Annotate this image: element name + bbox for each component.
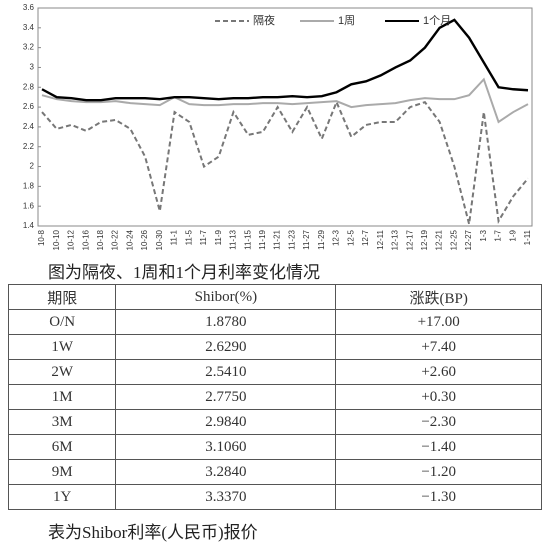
- table-cell: +7.40: [335, 334, 542, 360]
- x-tick-label: 11-9: [214, 229, 223, 245]
- chart-caption: 图为隔夜、1周和1个月利率变化情况: [48, 263, 320, 282]
- x-tick-label: 12-3: [332, 229, 341, 246]
- x-tick-label: 11-5: [184, 229, 193, 245]
- y-tick-label: 1.4: [23, 221, 35, 230]
- table-cell: O/N: [7, 309, 117, 335]
- table-row: 3M 2.9840 −2.30: [7, 409, 542, 435]
- table-cell: 3.1060: [115, 434, 337, 460]
- line-series: [41, 18, 529, 102]
- table-row: 9M 3.2840 −1.20: [7, 459, 542, 485]
- table-cell: 1.8780: [115, 309, 337, 335]
- table-cell: 1W: [7, 334, 117, 360]
- x-tick-label: 12-7: [361, 229, 370, 246]
- table-cell: −2.30: [335, 409, 542, 435]
- x-tick-label: 11-1: [170, 229, 179, 245]
- x-tick-label: 11-7: [199, 229, 208, 245]
- x-tick-label: 12-27: [464, 229, 473, 250]
- x-tick-label: 11-23: [287, 229, 296, 249]
- table-row: O/N 1.8780 +17.00: [7, 309, 542, 335]
- x-tick-label: 10-24: [125, 229, 134, 250]
- legend-label: 隔夜: [253, 13, 275, 27]
- x-tick-label: 11-21: [273, 229, 282, 249]
- y-tick-label: 2.2: [23, 142, 35, 151]
- header-cell: 涨跌(BP): [335, 284, 542, 310]
- x-tick-label: 1-9: [508, 229, 517, 241]
- table-cell: 2.6290: [115, 334, 337, 360]
- line-series: [41, 77, 529, 124]
- y-tick-label: 3.6: [23, 3, 35, 12]
- table-cell: +2.60: [335, 359, 542, 385]
- x-tick-label: 10-18: [96, 229, 105, 250]
- y-tick-label: 1.6: [23, 201, 35, 210]
- x-tick-label: 1-3: [479, 229, 488, 241]
- x-tick-label: 11-13: [229, 229, 238, 249]
- table-caption: 表为Shibor利率(人民币)报价: [48, 523, 258, 542]
- legend-label: 1周: [338, 14, 355, 27]
- x-tick-label: 10-16: [81, 229, 90, 250]
- x-tick-label: 10-8: [37, 229, 46, 246]
- table-cell: 1M: [7, 384, 117, 410]
- chart: 1.4 1.6 1.8 2 2.2 2.4 2.6 2.8 3 3.2 3.4 3.6 10-8 10-1…: [23, 3, 533, 250]
- x-tick-label: 12-21: [435, 229, 444, 250]
- table: 期限 Shibor(%) 涨跌(BP) O/N 1.8780 +17.00 1W 2.6290…: [7, 284, 542, 510]
- table-row: 1M 2.7750 +0.30: [7, 384, 542, 410]
- table-row: 2W 2.5410 +2.60: [7, 359, 542, 385]
- table-cell: 3.3370: [115, 484, 337, 510]
- table-cell: 3M: [7, 409, 117, 435]
- table-cell: −1.30: [335, 484, 542, 510]
- x-tick-label: 10-10: [52, 229, 61, 250]
- table-cell: +0.30: [335, 384, 542, 410]
- x-tick-label: 10-22: [111, 229, 120, 250]
- y-tick-label: 2.6: [23, 102, 35, 111]
- y-tick-label: 3.4: [23, 23, 35, 32]
- y-tick-label: 2.4: [23, 122, 35, 131]
- line-series: [41, 99, 529, 225]
- table-cell: +17.00: [335, 309, 542, 335]
- x-tick-label: 11-19: [258, 229, 267, 249]
- table-cell: 3.2840: [115, 459, 337, 485]
- table-row: 期限 Shibor(%) 涨跌(BP): [7, 284, 542, 310]
- y-tick-label: 2: [30, 162, 35, 171]
- table-row: 1W 2.6290 +7.40: [7, 334, 542, 360]
- table-cell: 2.9840: [115, 409, 337, 435]
- header-cell: 期限: [7, 284, 117, 310]
- x-tick-label: 1-7: [494, 229, 503, 241]
- x-tick-label: 11-27: [302, 229, 311, 249]
- y-tick-label: 3: [30, 63, 35, 72]
- table-cell: 6M: [7, 434, 117, 460]
- x-tick-label: 12-17: [405, 229, 414, 250]
- x-tick-label: 12-13: [391, 229, 400, 250]
- y-tick-label: 1.8: [23, 181, 35, 190]
- table-row: 6M 3.1060 −1.40: [7, 434, 542, 460]
- table-cell: 2.7750: [115, 384, 337, 410]
- x-tick-label: 12-19: [420, 229, 429, 250]
- x-tick-label: 1-11: [523, 229, 532, 245]
- table-cell: −1.20: [335, 459, 542, 485]
- x-tick-label: 10-12: [67, 229, 76, 250]
- table-cell: 1Y: [7, 484, 117, 510]
- table-cell: 2W: [7, 359, 117, 385]
- x-tick-label: 11-15: [243, 229, 252, 249]
- legend-label: 1个月: [423, 14, 451, 27]
- y-tick-label: 3.2: [23, 43, 35, 52]
- table-cell: 2.5410: [115, 359, 337, 385]
- table-cell: −1.40: [335, 434, 542, 460]
- plot-frame: [37, 7, 533, 227]
- y-tick-label: 2.8: [23, 82, 35, 91]
- table-row: 1Y 3.3370 −1.30: [7, 484, 542, 510]
- x-tick-label: 10-30: [155, 229, 164, 250]
- table-cell: 9M: [7, 459, 117, 485]
- x-tick-label: 11-29: [317, 229, 326, 249]
- x-tick-label: 10-26: [140, 229, 149, 250]
- x-tick-label: 12-5: [346, 229, 355, 246]
- x-tick-label: 12-25: [449, 229, 458, 250]
- x-tick-label: 12-11: [376, 229, 385, 249]
- header-cell: Shibor(%): [115, 284, 337, 310]
